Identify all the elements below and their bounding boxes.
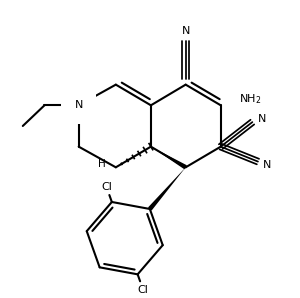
Polygon shape: [148, 167, 186, 210]
Text: N: N: [263, 159, 272, 170]
Text: Cl: Cl: [101, 182, 112, 192]
Text: Cl: Cl: [138, 285, 148, 295]
Polygon shape: [151, 147, 187, 169]
Text: N: N: [182, 26, 190, 36]
Text: H: H: [98, 159, 105, 169]
Text: NH$_2$: NH$_2$: [239, 92, 262, 106]
Text: N: N: [258, 114, 266, 124]
Text: N: N: [74, 100, 83, 110]
